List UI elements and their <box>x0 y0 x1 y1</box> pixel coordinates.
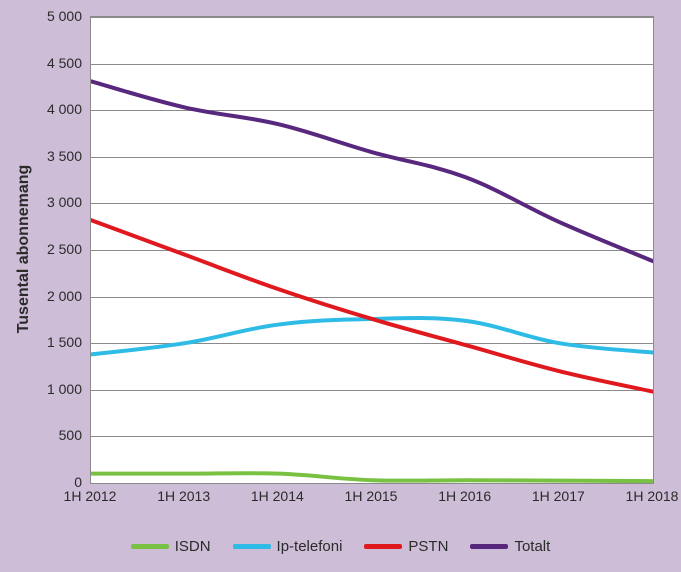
y-tick-label: 3 500 <box>30 148 82 164</box>
legend-swatch <box>364 544 402 549</box>
x-tick-label: 1H 2012 <box>64 488 117 504</box>
legend-item-pstn: PSTN <box>364 538 448 555</box>
legend-label: ISDN <box>175 538 211 555</box>
legend-swatch <box>470 544 508 549</box>
y-tick-label: 4 500 <box>30 55 82 71</box>
y-tick-label: 500 <box>30 427 82 443</box>
series-line-totalt <box>91 81 653 261</box>
y-tick-label: 1 500 <box>30 334 82 350</box>
legend-label: PSTN <box>408 538 448 555</box>
legend-label: Ip-telefoni <box>277 538 343 555</box>
series-line-ip-telefoni <box>91 318 653 354</box>
y-tick-label: 3 000 <box>30 194 82 210</box>
legend-item-isdn: ISDN <box>131 538 211 555</box>
x-tick-label: 1H 2016 <box>438 488 491 504</box>
y-tick-label: 1 000 <box>30 381 82 397</box>
legend-item-ip-telefoni: Ip-telefoni <box>233 538 343 555</box>
y-tick-label: 2 500 <box>30 241 82 257</box>
plot-area <box>90 16 654 484</box>
series-line-pstn <box>91 220 653 391</box>
legend-label: Totalt <box>514 538 550 555</box>
legend-swatch <box>131 544 169 549</box>
x-tick-label: 1H 2014 <box>251 488 304 504</box>
legend: ISDN Ip-telefoni PSTN Totalt <box>0 538 681 555</box>
y-tick-label: 4 000 <box>30 101 82 117</box>
legend-swatch <box>233 544 271 549</box>
y-tick-label: 5 000 <box>30 8 82 24</box>
series-line-isdn <box>91 473 653 481</box>
x-tick-label: 1H 2018 <box>626 488 679 504</box>
legend-item-totalt: Totalt <box>470 538 550 555</box>
telephony-subscriptions-chart: Tusental abonnemang ISDNIp-telefoniPSTNT… <box>0 0 681 572</box>
x-tick-label: 1H 2013 <box>157 488 210 504</box>
y-tick-label: 2 000 <box>30 288 82 304</box>
lines-layer <box>91 17 653 483</box>
x-tick-label: 1H 2017 <box>532 488 585 504</box>
x-tick-label: 1H 2015 <box>345 488 398 504</box>
